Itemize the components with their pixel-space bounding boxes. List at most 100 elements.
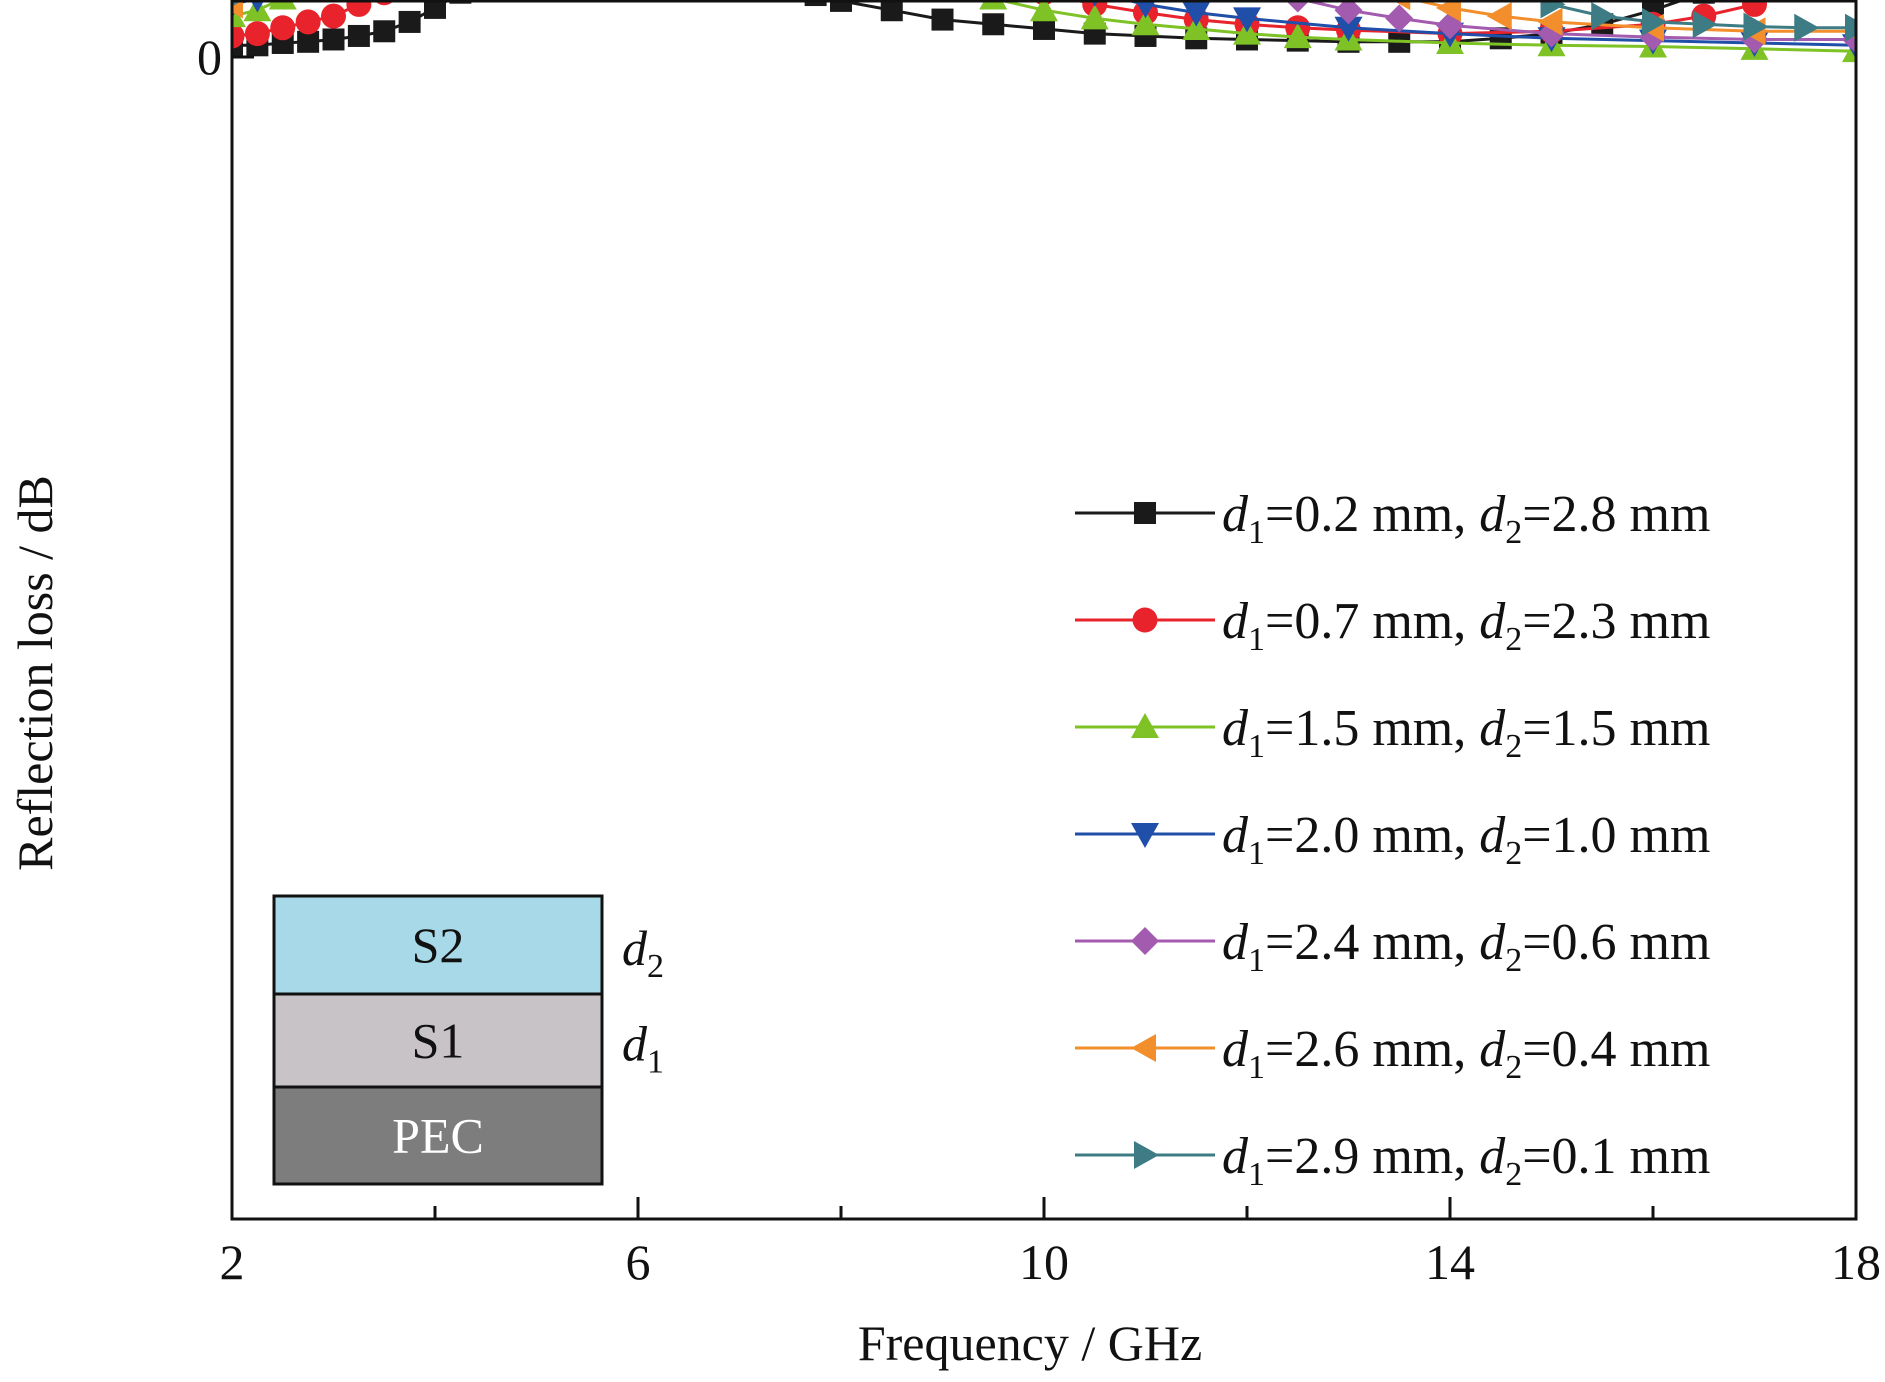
inset-layer-label: PEC: [392, 1108, 484, 1164]
marker: [346, 0, 372, 17]
legend-label-m2: =2.3 mm: [1522, 593, 1710, 650]
inset-layer-rect: [272, 894, 604, 996]
legend-label-s1: 1: [1248, 728, 1265, 765]
legend-entry-6: d1=2.6 mm, d2=0.4 mm: [1075, 1021, 1710, 1086]
marker: [1132, 607, 1158, 633]
marker: [250, 0, 265, 13]
marker: [244, 21, 270, 47]
marker: [1033, 17, 1055, 40]
marker: [1591, 2, 1617, 31]
marker: [1233, 7, 1261, 33]
legend-label-p1: d: [1222, 1021, 1249, 1078]
x-tick-label: 10: [1019, 1234, 1069, 1290]
marker: [1692, 10, 1718, 39]
marker: [1334, 16, 1363, 42]
legend-label-m1: =2.0 mm,: [1265, 807, 1479, 864]
x-tick-label: 6: [626, 1234, 651, 1290]
legend-entry-5: d1=2.4 mm, d2=0.6 mm: [1075, 914, 1710, 979]
legend-label-p2: d: [1479, 1021, 1506, 1078]
legend-label-m2: =2.8 mm: [1522, 486, 1710, 543]
legend-label-s2: 2: [1505, 728, 1522, 765]
legend-label-p1: d: [1222, 593, 1249, 650]
inset-layer-rect: [272, 1085, 604, 1186]
marker: [297, 30, 320, 53]
y-tick-label: 0: [197, 29, 222, 85]
marker: [1131, 10, 1160, 36]
series-line: [232, 0, 1772, 38]
marker: [1131, 927, 1159, 955]
legend-label: d1=2.6 mm, d2=0.4 mm: [1222, 1021, 1710, 1086]
legend-label-p2: d: [1479, 914, 1506, 971]
legend-label: d1=0.7 mm, d2=2.3 mm: [1222, 593, 1710, 658]
legend-label-m1: =0.2 mm,: [1265, 486, 1479, 543]
legend-label-s1: 1: [1248, 835, 1265, 872]
marker: [1135, 0, 1156, 19]
legend-label: d1=1.5 mm, d2=1.5 mm: [1222, 700, 1710, 765]
marker: [295, 9, 321, 35]
marker: [322, 28, 345, 51]
marker: [830, 0, 852, 12]
legend-label-m1: =2.4 mm,: [1265, 914, 1479, 971]
legend-label-s2: 2: [1505, 835, 1522, 872]
legend-label-p2: d: [1479, 1128, 1506, 1185]
marker: [1285, 0, 1311, 13]
marker: [1283, 23, 1312, 49]
legend-label-p1: d: [1222, 1128, 1249, 1185]
plot-area: [232, 0, 1856, 63]
series-group: [232, 0, 1856, 63]
inset-thickness-subscript: 1: [647, 1044, 664, 1081]
series-line: [232, 0, 1856, 53]
legend-label-m2: =1.0 mm: [1522, 807, 1710, 864]
legend-label-m1: =1.5 mm,: [1265, 700, 1479, 757]
legend-entry-4: d1=2.0 mm, d2=1.0 mm: [1075, 807, 1710, 872]
inset-thickness-symbol: d: [622, 920, 648, 976]
legend-label-s2: 2: [1505, 942, 1522, 979]
marker: [1392, 0, 1411, 11]
legend-label-m2: =0.6 mm: [1522, 914, 1710, 971]
legend-label-m1: =2.6 mm,: [1265, 1021, 1479, 1078]
inset-thickness-subscript: 2: [647, 948, 664, 985]
legend-label-s1: 1: [1248, 1156, 1265, 1193]
marker: [1385, 4, 1414, 33]
legend-label-s1: 1: [1248, 1049, 1265, 1086]
marker: [1182, 1, 1211, 27]
inset-layer-rect: [272, 992, 604, 1089]
marker: [1540, 0, 1566, 19]
series-line: [1534, 0, 1856, 30]
marker: [1845, 13, 1856, 42]
legend-label: d1=2.4 mm, d2=0.6 mm: [1222, 914, 1710, 979]
legend-label-m2: =0.1 mm: [1522, 1128, 1710, 1185]
legend-label-p2: d: [1479, 700, 1506, 757]
inset-layer-label: S1: [412, 1013, 465, 1069]
legend-entry-3: d1=1.5 mm, d2=1.5 mm: [1075, 700, 1710, 765]
legend-label-p2: d: [1479, 486, 1506, 543]
inset-thickness-label: d2: [622, 920, 664, 985]
legend-label-s1: 1: [1248, 942, 1265, 979]
legend-entry-7: d1=2.9 mm, d2=0.1 mm: [1075, 1128, 1710, 1193]
marker: [232, 23, 245, 49]
marker: [1131, 713, 1159, 738]
legend-label: d1=2.0 mm, d2=1.0 mm: [1222, 807, 1710, 872]
marker: [270, 15, 296, 41]
marker: [1131, 1034, 1156, 1062]
legend-label-s2: 2: [1505, 1156, 1522, 1193]
inset-layer-label: S2: [412, 917, 465, 973]
marker: [1030, 0, 1058, 22]
legend-label-s2: 2: [1505, 621, 1522, 658]
series-line: [232, 0, 1856, 47]
legend-label-p1: d: [1222, 914, 1249, 971]
inset-layer-pec: PEC: [272, 1085, 604, 1186]
legend-label: d1=2.9 mm, d2=0.1 mm: [1222, 1128, 1710, 1193]
legend-label-m2: =1.5 mm: [1522, 700, 1710, 757]
marker: [424, 0, 446, 19]
marker: [982, 13, 1005, 36]
inset-thickness-label: d1: [622, 1016, 664, 1081]
y-axis-title: Reflection loss / dB: [7, 475, 63, 871]
marker: [1182, 14, 1211, 40]
inset-thickness-symbol: d: [622, 1016, 648, 1072]
legend-label-p1: d: [1222, 807, 1249, 864]
marker: [1642, 7, 1667, 36]
x-tick-label: 18: [1831, 1234, 1881, 1290]
